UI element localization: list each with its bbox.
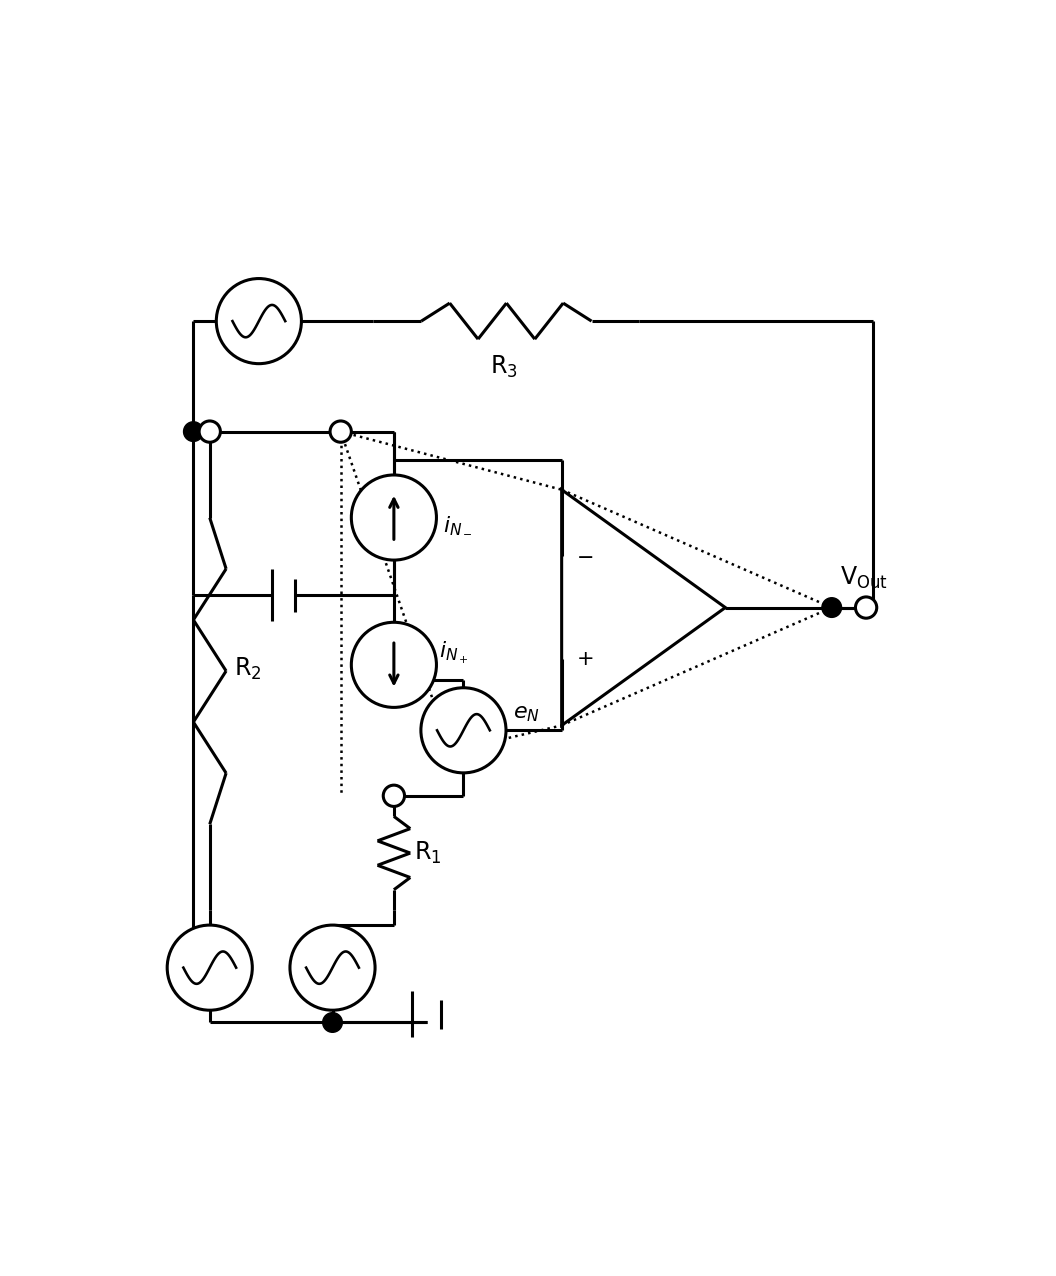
Circle shape: [855, 597, 876, 618]
Text: $\mathrm{R_1}$: $\mathrm{R_1}$: [414, 840, 441, 866]
Circle shape: [383, 785, 404, 806]
Circle shape: [290, 925, 375, 1011]
Text: $i_{N_+}$: $i_{N_+}$: [439, 639, 469, 666]
Text: $\mathrm{R_3}$: $\mathrm{R_3}$: [490, 353, 518, 380]
Circle shape: [167, 925, 252, 1011]
Text: $\mathrm{V_{Out}}$: $\mathrm{V_{Out}}$: [840, 565, 888, 591]
Circle shape: [352, 623, 436, 707]
Text: $\mathrm{R_2}$: $\mathrm{R_2}$: [234, 656, 262, 683]
Circle shape: [216, 278, 301, 364]
Circle shape: [352, 475, 436, 560]
Text: $e_N$: $e_N$: [512, 704, 540, 723]
Circle shape: [200, 421, 221, 443]
Text: $-$: $-$: [576, 546, 593, 565]
Text: $+$: $+$: [576, 649, 593, 670]
Circle shape: [184, 422, 203, 441]
Circle shape: [822, 597, 842, 618]
Circle shape: [421, 688, 506, 773]
Circle shape: [331, 421, 352, 443]
Circle shape: [323, 1013, 342, 1032]
Text: $i_{N_-}$: $i_{N_-}$: [444, 516, 473, 536]
